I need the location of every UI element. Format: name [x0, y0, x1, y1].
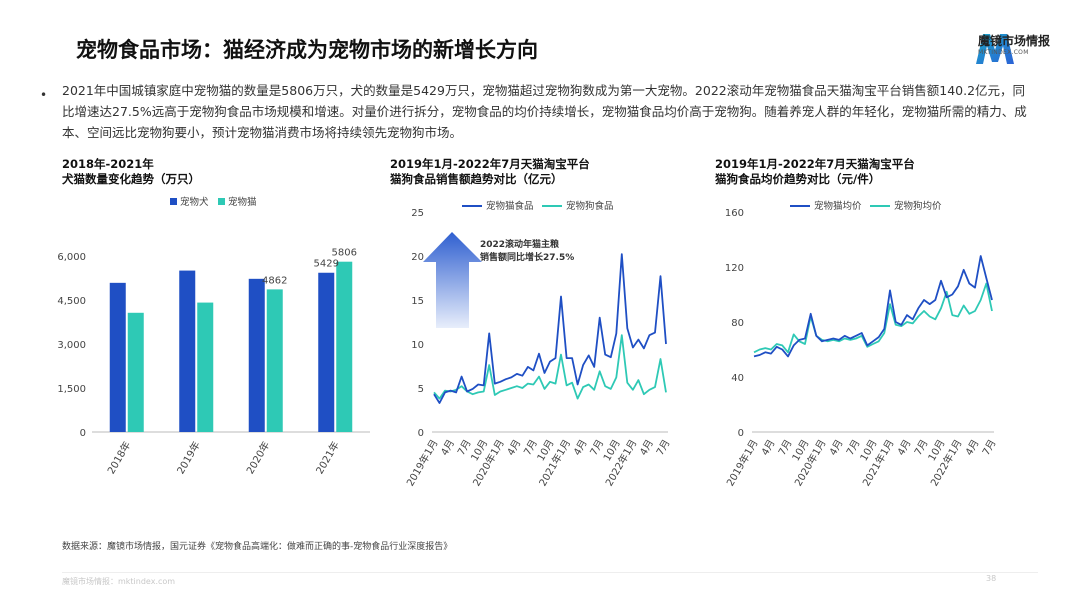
chart1-bar-cat: [336, 261, 353, 432]
chart3-legend-label: 宠物猫均价: [814, 200, 862, 212]
footer-divider: [62, 572, 1038, 573]
chart1-title-line1: 2018年-2021年: [62, 157, 154, 171]
chart1-bar-cat: [127, 312, 144, 432]
chart1-legend-label: 宠物犬: [180, 196, 209, 208]
chart1-x-tick: 2019年: [174, 439, 203, 476]
chart1-legend-label: 宠物猫: [228, 196, 257, 208]
chart3-x-tick: 2019年1月: [723, 437, 760, 488]
chart2-y-tick: 20: [411, 252, 424, 263]
chart2-series-line-secondary: [433, 334, 667, 400]
bullet-dot: •: [40, 88, 48, 102]
chart1-y-tick: 3,000: [57, 340, 86, 351]
chart3-y-tick: 120: [725, 263, 744, 274]
page-number: 38: [986, 574, 997, 583]
chart1-legend-swatch: [218, 198, 225, 205]
chart1-x-tick: 2018年: [104, 439, 133, 476]
chart2-x-tick: 4月: [637, 438, 656, 458]
page-title: 宠物食品市场：猫经济成为宠物市场的新增长方向: [76, 38, 538, 62]
chart1-bar-cat: [197, 302, 214, 432]
chart3-y-tick: 40: [731, 373, 744, 384]
chart1-data-label: 5429: [314, 259, 339, 270]
chart2-x-tick: 4月: [505, 438, 524, 458]
chart2-y-tick: 15: [411, 296, 424, 307]
chart2-annotation-line2: 销售额同比增长27.5%: [480, 251, 574, 263]
chart3-x-tick: 7月: [980, 438, 999, 458]
chart1-bar-dog: [179, 270, 196, 432]
growth-arrow-icon: [423, 232, 482, 328]
chart3-series-line-primary: [753, 255, 993, 358]
logo-name: 魔镜市场情报: [978, 34, 1051, 48]
chart3-y-tick: 160: [725, 208, 744, 219]
chart1-x-tick: 2020年: [243, 439, 272, 476]
chart2-title-line1: 2019年1月-2022年7月天猫淘宝平台: [390, 157, 590, 171]
chart2-annotation-line1: 2022滚动年猫主粮: [480, 238, 559, 250]
chart1-y-tick: 6,000: [57, 252, 86, 263]
chart3-y-tick: 80: [731, 318, 744, 329]
chart1-legend-swatch: [170, 198, 177, 205]
logo-icon: [976, 34, 1014, 64]
chart2-series-line-primary: [433, 253, 667, 404]
chart3-series-line-secondary: [753, 282, 993, 354]
chart1-data-label: 4862: [262, 275, 287, 286]
chart2-y-tick: 10: [411, 340, 424, 351]
footer-site: 魔镜市场情报：mktindex.com: [62, 577, 176, 586]
chart3-x-tick: 4月: [759, 438, 778, 458]
chart1-x-tick: 2021年: [313, 439, 342, 476]
chart1-bar-cat: [266, 289, 283, 432]
chart3-x-tick: 4月: [895, 438, 914, 458]
summary-text: 2021年中国城镇家庭中宠物猫的数量是5806万只，犬的数量是5429万只，宠物…: [62, 83, 1027, 140]
chart1-bar-dog: [318, 272, 335, 432]
chart1-y-tick: 0: [80, 428, 86, 439]
chart2-title-line2: 猫狗食品销售额趋势对比（亿元）: [390, 172, 563, 186]
chart2-legend-label: 宠物猫食品: [486, 200, 534, 212]
chart3-x-tick: 4月: [827, 438, 846, 458]
logo-sub: MKTINDEX.COM: [978, 49, 1029, 56]
chart2-y-tick: 0: [418, 428, 424, 439]
chart1-data-label: 5806: [332, 248, 357, 259]
chart2-x-tick: 4月: [571, 438, 590, 458]
chart1-y-tick: 4,500: [57, 296, 86, 307]
chart2-x-tick: 2019年1月: [403, 437, 440, 488]
chart1-y-tick: 1,500: [57, 384, 86, 395]
chart1-bar-dog: [109, 282, 126, 432]
chart2-x-tick: 4月: [439, 438, 458, 458]
chart3-title-line2: 猫狗食品均价趋势对比（元/件）: [715, 172, 881, 186]
chart2-y-tick: 25: [411, 208, 424, 219]
source-note: 数据来源：魔镜市场情报，国元证券《宠物食品高端化：做难而正确的事-宠物食品行业深…: [62, 542, 453, 552]
chart3-title-line1: 2019年1月-2022年7月天猫淘宝平台: [715, 157, 915, 171]
chart3-x-tick: 4月: [963, 438, 982, 458]
chart1-title-line2: 犬猫数量变化趋势（万只）: [62, 172, 200, 186]
chart2-legend-label: 宠物狗食品: [566, 200, 614, 212]
chart3-y-tick: 0: [738, 428, 744, 439]
chart1-bar-dog: [248, 278, 265, 432]
chart2-x-tick: 7月: [654, 438, 673, 458]
chart2-y-tick: 5: [418, 384, 424, 395]
chart3-legend-label: 宠物狗均价: [894, 200, 942, 212]
